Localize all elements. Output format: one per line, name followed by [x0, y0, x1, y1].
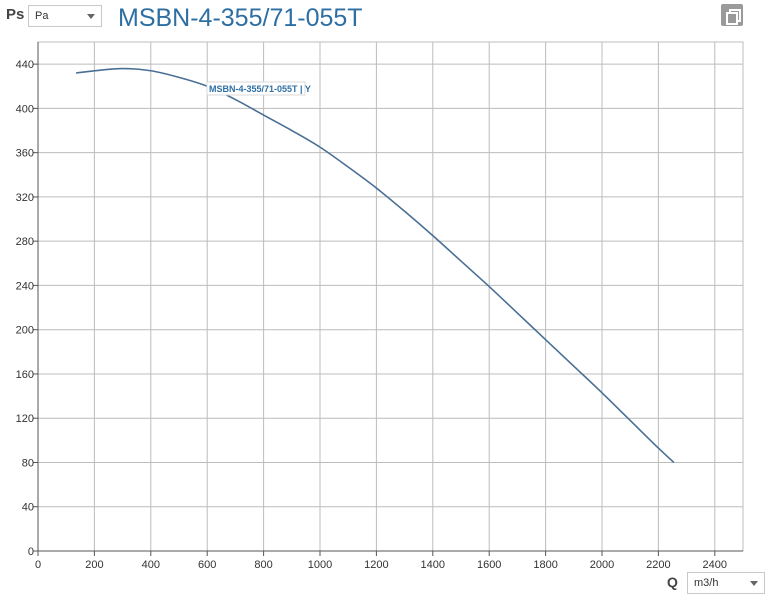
copy-button[interactable] — [721, 4, 743, 26]
x-tick-label: 0 — [35, 559, 41, 571]
pressure-unit-value: Pa — [35, 10, 49, 22]
x-tick-label: 800 — [254, 559, 272, 571]
chevron-down-icon — [87, 14, 95, 19]
x-tick-label: 2000 — [590, 559, 614, 571]
x-tick-label: 1600 — [477, 559, 501, 571]
y-tick-label: 120 — [16, 413, 34, 425]
y-tick-label: 80 — [22, 457, 34, 469]
series-label: MSBN-4-355/71-055T | Y — [209, 84, 311, 94]
x-tick-label: 1800 — [533, 559, 557, 571]
flow-unit-value: m3/h — [694, 577, 719, 589]
x-tick-label: 600 — [198, 559, 216, 571]
series-line — [75, 67, 675, 464]
copy-icon-front — [726, 12, 738, 25]
y-tick-label: 160 — [16, 369, 34, 381]
ps-axis-label: Ps — [6, 6, 25, 23]
x-tick-label: 2400 — [703, 559, 727, 571]
pressure-unit-select[interactable]: Pa — [28, 5, 102, 27]
chart-title: MSBN-4-355/71-055T — [118, 4, 363, 32]
y-tick-label: 280 — [16, 236, 34, 248]
x-tick-label: 400 — [142, 559, 160, 571]
x-tick-label: 1400 — [421, 559, 445, 571]
chevron-down-icon — [750, 581, 758, 586]
y-tick-label: 440 — [16, 59, 34, 71]
y-tick-label: 400 — [16, 103, 34, 115]
y-tick-label: 320 — [16, 192, 34, 204]
x-tick-label: 1000 — [308, 559, 332, 571]
y-tick-label: 360 — [16, 148, 34, 160]
x-tick-label: 200 — [85, 559, 103, 571]
x-tick-label: 1200 — [364, 559, 388, 571]
y-tick-label: 40 — [22, 502, 34, 514]
y-tick-label: 200 — [16, 325, 34, 337]
x-tick-label: 2200 — [646, 559, 670, 571]
series-label-box — [206, 81, 306, 96]
q-axis-label: Q — [667, 574, 678, 590]
plot-area — [37, 41, 744, 552]
flow-unit-select[interactable]: m3/h — [687, 572, 765, 594]
y-tick-label: 240 — [16, 280, 34, 292]
y-tick-label: 0 — [28, 546, 34, 558]
